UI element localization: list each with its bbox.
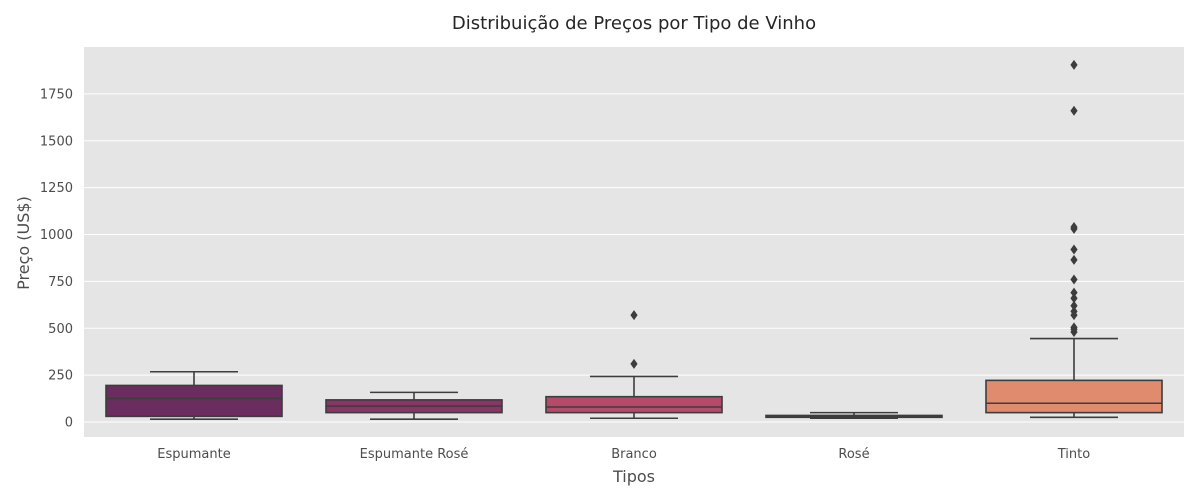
x-tick-label: Branco	[611, 447, 657, 462]
x-axis-label: Tipos	[612, 467, 655, 486]
outlier-point	[630, 310, 638, 321]
y-tick-label: 1750	[40, 87, 73, 102]
outlier-point	[1070, 274, 1078, 285]
outlier-point	[1070, 222, 1078, 232]
outlier-point	[1070, 306, 1078, 317]
box-group	[325, 391, 503, 420]
box-group	[545, 310, 723, 420]
box-group	[765, 411, 943, 420]
outlier-point	[1070, 293, 1078, 304]
y-tick-label: 500	[48, 322, 73, 337]
box	[985, 379, 1163, 414]
outlier-point	[1070, 105, 1078, 116]
boxes-layer	[105, 59, 1163, 420]
y-axis-label: Preço (US$)	[14, 196, 33, 290]
outlier-point	[630, 358, 638, 369]
y-tick-label: 0	[65, 416, 73, 431]
outlier-point	[1070, 287, 1078, 298]
outlier-point	[1070, 322, 1078, 333]
x-tick-label: Tinto	[1057, 447, 1090, 462]
box-group	[985, 59, 1163, 419]
y-tick-label: 1250	[40, 181, 73, 196]
gridlines	[84, 93, 1184, 423]
outlier-point	[1070, 59, 1078, 70]
outlier-point	[1070, 300, 1078, 311]
outlier-point	[1070, 244, 1078, 255]
y-tick-label: 1000	[40, 228, 73, 243]
box	[105, 384, 283, 418]
x-axis-ticks: Espumante Espumante Rosé Branco Rosé Tinto	[157, 447, 1090, 462]
chart-title: Distribuição de Preços por Tipo de Vinho	[452, 13, 816, 34]
box-group	[105, 370, 283, 420]
y-tick-label: 1500	[40, 134, 73, 149]
y-tick-label: 250	[48, 369, 73, 384]
plot-area	[84, 47, 1184, 437]
y-axis-ticks: 0 250 500 750 1000 1250 1500 1750	[40, 87, 73, 430]
outlier-point	[1070, 254, 1078, 265]
y-tick-label: 750	[48, 275, 73, 290]
x-tick-label: Rosé	[838, 447, 869, 462]
x-tick-label: Espumante	[157, 447, 230, 462]
box	[545, 395, 723, 414]
x-tick-label: Espumante Rosé	[360, 447, 469, 462]
